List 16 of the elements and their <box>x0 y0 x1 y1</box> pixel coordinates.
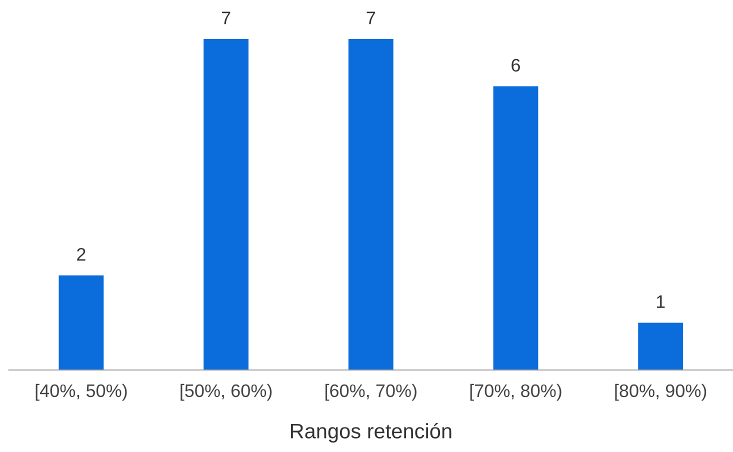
bar <box>348 39 394 370</box>
bar <box>204 39 249 370</box>
x-axis-title: Rangos retención <box>290 422 452 443</box>
bar <box>638 322 684 370</box>
data-label: 7 <box>366 12 376 24</box>
data-label: 7 <box>222 12 230 24</box>
x-tick-label: [40%, 50%) <box>36 384 127 401</box>
data-label: 6 <box>512 58 520 72</box>
x-tick-label: [80%, 90%) <box>615 384 706 401</box>
x-tick-label: [70%, 80%) <box>470 384 562 401</box>
bar <box>493 86 538 370</box>
data-label: 1 <box>656 295 665 308</box>
x-tick-label: [50%, 60%) <box>180 384 272 401</box>
bar <box>58 275 104 370</box>
x-tick-label: [60%, 70%) <box>326 384 416 401</box>
data-label: 2 <box>77 248 86 261</box>
